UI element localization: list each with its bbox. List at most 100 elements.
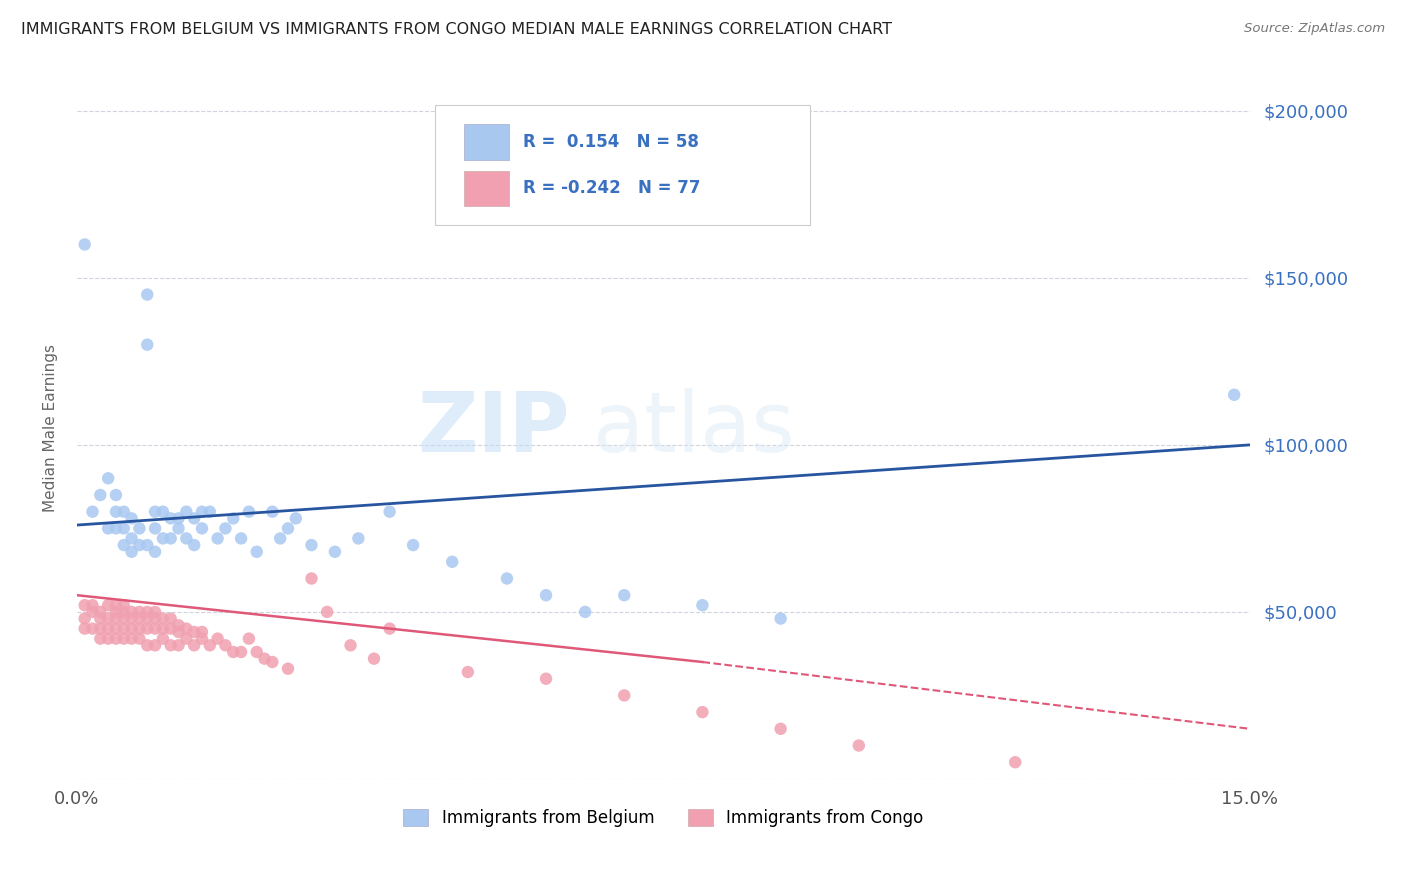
Text: Source: ZipAtlas.com: Source: ZipAtlas.com (1244, 22, 1385, 36)
Point (301, 538, 323, 552)
Point (277, 662, 299, 676)
Point (112, 538, 135, 552)
Point (613, 588, 636, 602)
Point (143, 605, 166, 619)
Point (112, 632, 135, 646)
Point (97, 632, 120, 646)
Point (262, 505, 284, 519)
Point (191, 624, 214, 639)
FancyBboxPatch shape (434, 105, 810, 225)
Point (167, 511, 190, 525)
Point (238, 505, 260, 519)
Point (143, 521, 166, 535)
Point (191, 505, 214, 519)
Point (176, 532, 198, 546)
Point (128, 538, 150, 552)
Point (112, 605, 135, 619)
Point (82, 622, 104, 636)
Point (128, 622, 150, 636)
Point (198, 638, 221, 652)
Point (269, 532, 291, 546)
Point (104, 622, 127, 636)
Point (176, 505, 198, 519)
Point (136, 611, 159, 625)
Point (128, 611, 150, 625)
Point (143, 545, 166, 559)
Point (136, 638, 159, 652)
Point (73, 622, 96, 636)
Point (82, 598, 104, 612)
Point (136, 287, 159, 301)
Point (152, 632, 174, 646)
Point (104, 605, 127, 619)
Point (121, 622, 143, 636)
Text: R =  0.154   N = 58: R = 0.154 N = 58 (523, 133, 699, 151)
Point (1223, 388, 1246, 402)
Point (136, 622, 159, 636)
Point (1004, 756, 1026, 770)
Point (191, 632, 214, 646)
Point (73, 611, 96, 625)
Point (574, 605, 596, 619)
Point (89, 622, 111, 636)
Point (363, 651, 385, 665)
Point (613, 689, 636, 703)
Point (128, 521, 150, 535)
Point (97, 521, 120, 535)
Point (112, 598, 135, 612)
Point (104, 632, 127, 646)
Point (97, 611, 120, 625)
Point (534, 672, 557, 686)
Point (159, 511, 181, 525)
Point (89, 488, 111, 502)
Point (136, 605, 159, 619)
Text: ZIP: ZIP (418, 388, 569, 468)
Point (183, 624, 205, 639)
Point (167, 638, 190, 652)
Point (73, 598, 96, 612)
Point (143, 622, 166, 636)
Point (104, 598, 127, 612)
Point (121, 611, 143, 625)
Point (128, 632, 150, 646)
Point (848, 739, 870, 753)
Point (121, 545, 143, 559)
Point (143, 611, 166, 625)
Point (82, 605, 104, 619)
Point (301, 572, 323, 586)
Point (159, 611, 181, 625)
Point (253, 651, 276, 665)
Point (316, 605, 339, 619)
Point (152, 622, 174, 636)
Point (214, 521, 236, 535)
Point (496, 572, 519, 586)
Point (112, 611, 135, 625)
Point (104, 611, 127, 625)
Point (121, 632, 143, 646)
Point (97, 598, 120, 612)
Point (378, 505, 401, 519)
Bar (464, 125, 509, 160)
Point (284, 511, 307, 525)
Point (89, 611, 111, 625)
Point (89, 632, 111, 646)
Point (214, 638, 236, 652)
Legend: Immigrants from Belgium, Immigrants from Congo: Immigrants from Belgium, Immigrants from… (396, 802, 929, 834)
Point (207, 632, 229, 646)
Point (441, 555, 464, 569)
Point (112, 521, 135, 535)
Point (277, 521, 299, 535)
Point (769, 611, 792, 625)
Point (112, 622, 135, 636)
Point (104, 488, 127, 502)
Point (222, 511, 245, 525)
Point (159, 622, 181, 636)
Point (97, 622, 120, 636)
Point (104, 521, 127, 535)
Text: atlas: atlas (593, 388, 794, 468)
Point (159, 532, 181, 546)
Point (104, 505, 127, 519)
Point (198, 505, 221, 519)
Text: IMMIGRANTS FROM BELGIUM VS IMMIGRANTS FROM CONGO MEDIAN MALE EARNINGS CORRELATIO: IMMIGRANTS FROM BELGIUM VS IMMIGRANTS FR… (21, 22, 891, 37)
Point (176, 632, 198, 646)
